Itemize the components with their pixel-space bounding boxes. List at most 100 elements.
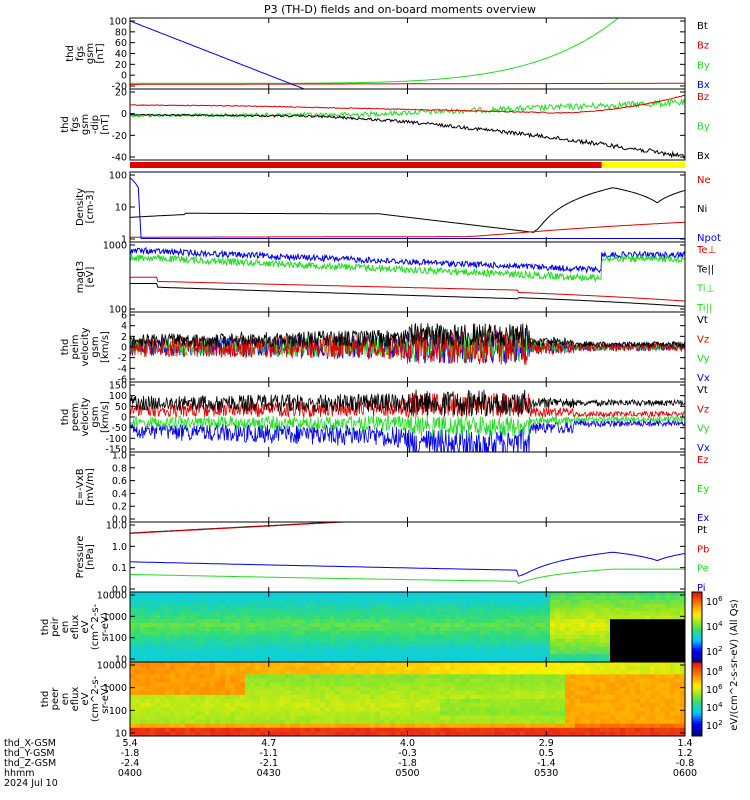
heatmap-cell [630, 731, 636, 736]
heatmap-cell [305, 719, 311, 725]
heatmap-cell [265, 666, 271, 671]
heatmap-cell [355, 646, 361, 651]
heatmap-cell [195, 642, 201, 648]
heatmap-cell [530, 646, 536, 651]
heatmap-cell [560, 678, 566, 684]
heatmap-cell [240, 623, 246, 628]
legend-fgs1-Bz: Bz [697, 41, 709, 52]
heatmap-cell [620, 634, 626, 640]
xaxis-value-2: -0.8 [676, 758, 695, 769]
heatmap-cell [435, 634, 441, 640]
heatmap-cell [435, 603, 441, 609]
heatmap-cell [645, 686, 651, 692]
heatmap-cell [485, 595, 491, 601]
heatmap-cell [285, 727, 291, 733]
heatmap-cell [285, 682, 291, 688]
heatmap-cell [495, 694, 501, 700]
heatmap-cell [265, 670, 271, 675]
heatmap-cell [395, 623, 401, 628]
heatmap-cell [580, 719, 586, 725]
heatmap-cell [650, 627, 656, 632]
heatmap-cell [145, 646, 151, 651]
heatmap-cell [245, 658, 251, 662]
legend-density-Ni: Ni [697, 204, 707, 215]
heatmap-cell [300, 682, 306, 688]
heatmap-cell [275, 638, 281, 644]
heatmap-cell [230, 634, 236, 640]
heatmap-cell [640, 723, 646, 729]
heatmap-cell [380, 707, 386, 712]
heatmap-cell [210, 646, 216, 651]
heatmap-cell [680, 719, 685, 725]
heatmap-cell [190, 682, 196, 688]
heatmap-cell [230, 670, 236, 675]
heatmap-cell [435, 611, 441, 616]
heatmap-cell [270, 630, 276, 636]
heatmap-cell [375, 707, 381, 712]
heatmap-cell [360, 642, 366, 648]
heatmap-cell [280, 607, 286, 613]
heatmap-cell [650, 592, 656, 597]
heatmap-cell [235, 650, 241, 655]
heatmap-cell [345, 715, 351, 721]
heatmap-cell [140, 690, 146, 696]
heatmap-cell [310, 607, 316, 613]
heatmap-cell [385, 611, 391, 616]
heatmap-cell [485, 638, 491, 644]
ytick-label-peim_v: 0 [121, 343, 127, 354]
heatmap-cell [660, 615, 666, 620]
heatmap-cell [140, 682, 146, 688]
heatmap-cell [345, 595, 351, 601]
heatmap-cell [675, 595, 681, 601]
heatmap-cell [250, 674, 256, 679]
heatmap-cell [220, 592, 226, 597]
heatmap-cell [680, 595, 685, 601]
heatmap-cell [355, 603, 361, 609]
heatmap-cell [175, 658, 181, 662]
heatmap-cell [570, 658, 576, 662]
heatmap-cell [635, 670, 641, 675]
heatmap-cell [195, 699, 201, 704]
heatmap-cell [300, 592, 306, 597]
heatmap-cell [625, 727, 631, 733]
heatmap-cell [625, 634, 631, 640]
heatmap-cell [470, 666, 476, 671]
legend-pressure-Pe: Pe [697, 564, 709, 575]
heatmap-cell [365, 699, 371, 704]
legend-peem_v-Vt: Vt [697, 385, 708, 396]
heatmap-cell [605, 703, 611, 708]
heatmap-cell [325, 715, 331, 721]
heatmap-cell [630, 615, 636, 620]
heatmap-cell [430, 682, 436, 688]
heatmap-cell [555, 619, 561, 624]
heatmap-cell [145, 607, 151, 613]
heatmap-cell [480, 699, 486, 704]
heatmap-cell [365, 627, 371, 632]
heatmap-cell [175, 619, 181, 624]
heatmap-cell [185, 627, 191, 632]
heatmap-cell [195, 670, 201, 675]
heatmap-cell [210, 642, 216, 648]
heatmap-cell [275, 615, 281, 620]
heatmap-cell [585, 627, 591, 632]
heatmap-cell [680, 731, 685, 736]
heatmap-cell [490, 686, 496, 692]
heatmap-cell [640, 646, 646, 651]
heatmap-cell [680, 642, 685, 648]
heatmap-cell [525, 592, 531, 597]
heatmap-cell [680, 603, 685, 609]
heatmap-cell [535, 634, 541, 640]
heatmap-cell [595, 711, 601, 716]
heatmap-cell [510, 599, 516, 605]
heatmap-cell [480, 603, 486, 609]
heatmap-cell [460, 662, 466, 667]
heatmap-cell [455, 630, 461, 636]
heatmap-cell [670, 727, 676, 733]
heatmap-cell [535, 646, 541, 651]
heatmap-cell [460, 630, 466, 636]
heatmap-cell [645, 650, 651, 655]
heatmap-cell [280, 650, 286, 655]
heatmap-cell [590, 662, 596, 667]
heatmap-cell [445, 634, 451, 640]
heatmap-cell [325, 615, 331, 620]
